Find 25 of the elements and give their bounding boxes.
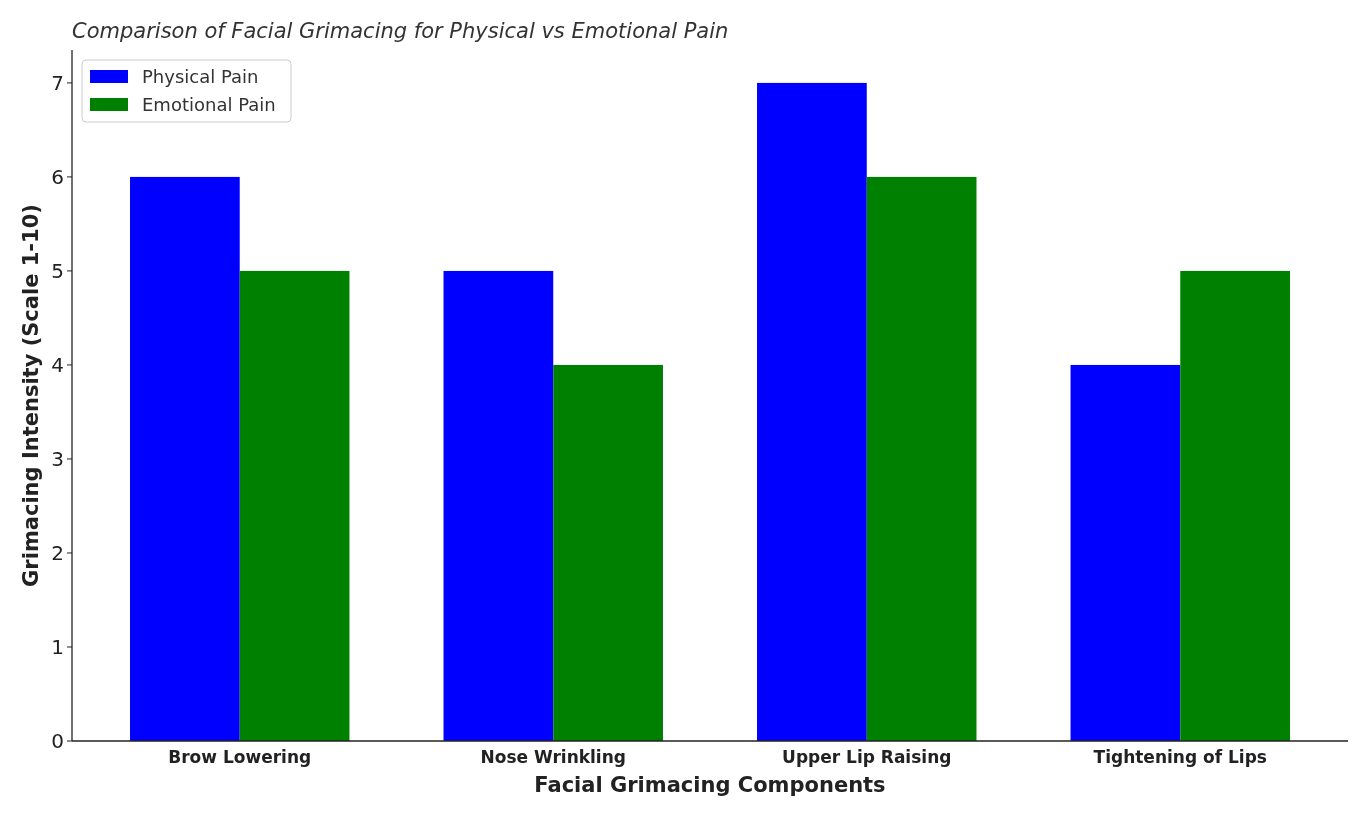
legend-label: Emotional Pain — [142, 93, 276, 115]
y-tick-label: 1 — [51, 634, 64, 659]
y-axis-title: Grimacing Intensity (Scale 1-10) — [19, 204, 43, 587]
x-tick-label: Brow Lowering — [168, 747, 312, 767]
y-tick-label: 6 — [51, 164, 64, 189]
bar — [130, 176, 240, 741]
bar — [757, 82, 867, 741]
bar — [1180, 270, 1290, 741]
y-tick-label: 4 — [51, 352, 64, 377]
x-axis-title: Facial Grimacing Components — [534, 773, 886, 797]
bar — [443, 270, 554, 741]
bar — [553, 364, 663, 741]
x-tick-label: Upper Lip Raising — [782, 747, 952, 767]
y-tick-label: 2 — [51, 540, 64, 565]
y-tick-label: 3 — [51, 446, 64, 471]
x-tick-label: Tightening of Lips — [1093, 747, 1267, 767]
chart-title: Comparison of Facial Grimacing for Physical vs Emotional Pain — [72, 19, 729, 43]
y-tick-label: 5 — [51, 258, 64, 283]
bar — [866, 176, 977, 741]
bar — [1070, 364, 1181, 741]
x-tick-label: Nose Wrinkling — [480, 747, 626, 767]
y-tick-label: 0 — [51, 729, 64, 753]
legend-label: Physical Pain — [142, 65, 259, 87]
y-tick-label: 7 — [51, 70, 64, 95]
bar — [239, 270, 350, 741]
